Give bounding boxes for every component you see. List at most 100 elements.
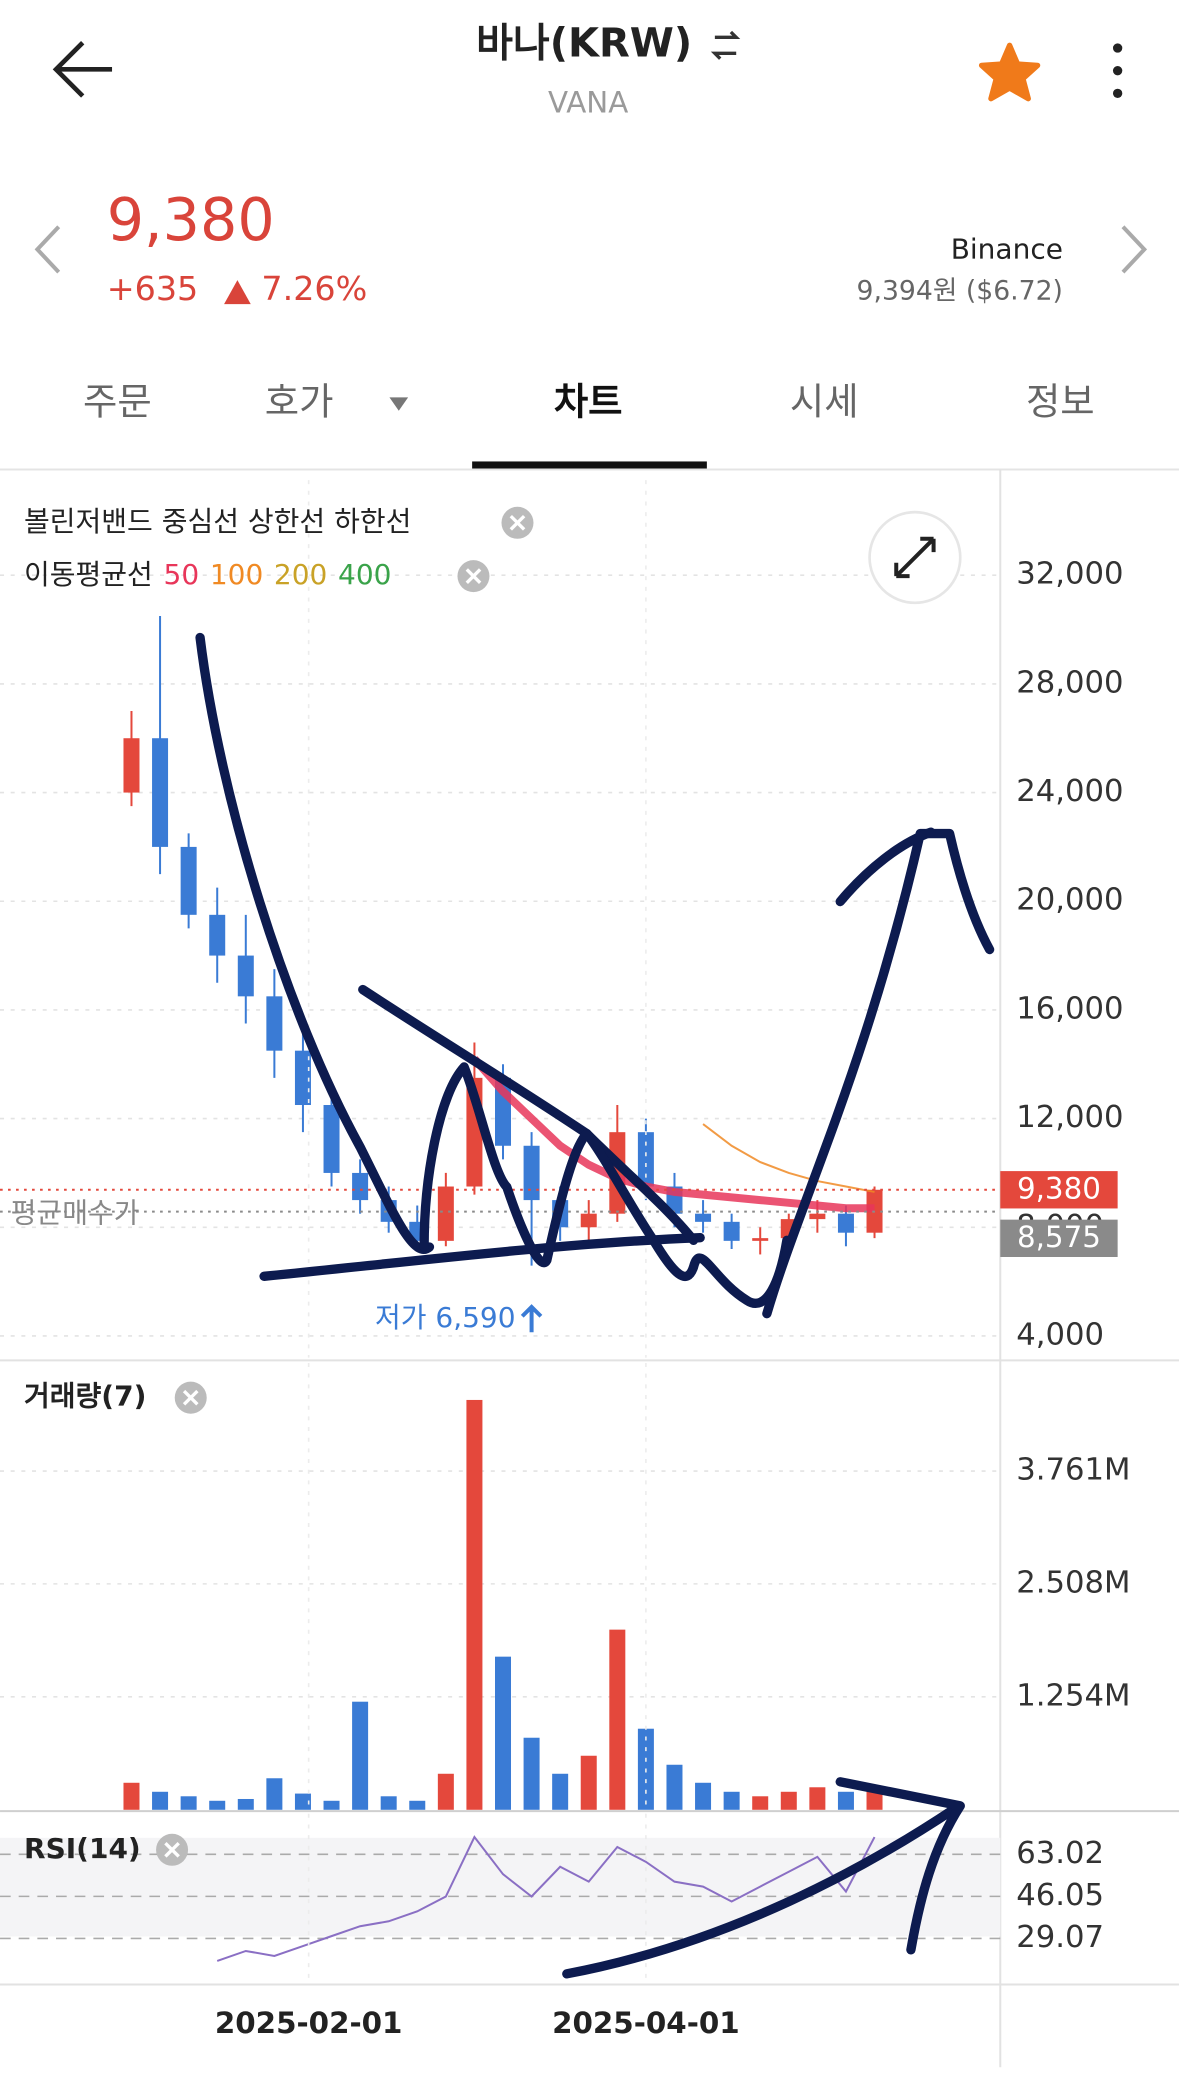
expand-button[interactable]	[868, 510, 962, 605]
candle-body	[695, 1213, 712, 1222]
low-arrow	[520, 1304, 543, 1333]
candle-body	[523, 1145, 540, 1201]
tab[interactable]: 주문	[83, 380, 152, 424]
volume-bar	[494, 1656, 512, 1810]
candle-body	[266, 996, 283, 1051]
y-tick-label: 29.07	[1016, 1920, 1104, 1955]
x-tick-label: 2025-02-01	[215, 2006, 403, 2040]
tab[interactable]: 호가	[265, 380, 334, 424]
volume-bar	[523, 1737, 540, 1810]
rsi-title: RSI(14)	[24, 1832, 141, 1865]
ma-line	[702, 1123, 875, 1193]
y-tick-label: 24,000	[1016, 774, 1123, 809]
candle-body	[352, 1172, 369, 1201]
volume-bar	[809, 1787, 826, 1810]
candle-body	[294, 1050, 311, 1106]
close-volume[interactable]	[174, 1381, 207, 1414]
candle-body	[323, 1105, 340, 1173]
next-button[interactable]	[1121, 225, 1148, 274]
price-tag	[1000, 1219, 1118, 1257]
volume-bar	[552, 1773, 569, 1810]
candle-body	[123, 738, 140, 793]
ma-legend-entry: 100	[210, 558, 263, 591]
x-tick-label: 2025-04-01	[552, 2006, 740, 2040]
candle-body	[752, 1238, 769, 1241]
swap-icon[interactable]	[710, 30, 741, 60]
volume-bar	[752, 1796, 769, 1810]
more-menu[interactable]	[1112, 43, 1123, 99]
prev-button[interactable]	[34, 225, 61, 274]
volume-bar	[180, 1796, 197, 1810]
volume-bar	[609, 1629, 626, 1810]
page-title: 바나(KRW)	[476, 20, 692, 66]
candle-body	[637, 1132, 654, 1187]
candle-body	[580, 1213, 597, 1228]
volume-bar	[266, 1778, 283, 1810]
y-tick-label: 16,000	[1016, 991, 1123, 1026]
y-tick-label: 1.254M	[1016, 1678, 1130, 1713]
y-tick-label: 20,000	[1016, 883, 1123, 918]
reference-line-name: 평균매수가	[11, 1196, 140, 1229]
price-tag-label: 9,380	[1017, 1171, 1101, 1205]
volume-title: 거래량(7)	[24, 1380, 146, 1413]
hand-drawing	[195, 632, 995, 1979]
y-tick-label: 28,000	[1016, 665, 1123, 700]
tab[interactable]: 시세	[790, 380, 859, 424]
price-tag-label: 8,575	[1017, 1220, 1101, 1254]
volume-bar	[580, 1755, 597, 1810]
candle-body	[209, 914, 226, 956]
ma-legend-entry: 400	[338, 558, 391, 591]
y-tick-label: 46.05	[1016, 1878, 1104, 1913]
price-change: +635	[107, 269, 199, 308]
volume-bar	[695, 1782, 712, 1810]
volume-bar	[352, 1701, 369, 1810]
ma-legend-entry: 50	[164, 558, 200, 591]
volume-bar	[780, 1791, 797, 1810]
y-tick-label: 32,000	[1016, 557, 1123, 592]
volume-bar	[209, 1800, 226, 1810]
volume-bar	[380, 1796, 397, 1810]
y-tick-label: 4,000	[1016, 1317, 1104, 1352]
candle-body	[723, 1221, 740, 1241]
volume-bar	[437, 1773, 454, 1810]
volume-bar	[123, 1782, 140, 1810]
tab[interactable]: 차트	[554, 380, 623, 424]
close-rsi[interactable]	[156, 1833, 189, 1866]
rsi-line	[216, 1835, 876, 1962]
rsi-band	[0, 1837, 1001, 1937]
close-ma[interactable]	[457, 560, 490, 593]
volume-bar	[294, 1793, 311, 1810]
candle-body	[237, 955, 254, 997]
exchange-name: Binance	[951, 233, 1063, 266]
bollinger-label: 볼린저밴드 중심선 상한선 하한선	[24, 505, 411, 538]
volume-bar	[409, 1800, 426, 1810]
y-tick-label: 2.508M	[1016, 1565, 1130, 1600]
active-tab-underline	[472, 461, 707, 470]
candle-body	[809, 1213, 826, 1220]
close-bollinger[interactable]	[501, 506, 534, 539]
candle-body	[837, 1213, 854, 1233]
volume-bar	[237, 1798, 254, 1810]
price-change-pct: 7.26%	[261, 269, 367, 308]
y-tick-label: 12,000	[1016, 1100, 1123, 1135]
low-annotation: 저가 6,590	[375, 1301, 516, 1334]
volume-bar	[666, 1764, 683, 1810]
ma-legend: 이동평균선 50 100 200 400	[24, 558, 391, 591]
candle-body	[437, 1186, 454, 1241]
volume-bar	[466, 1399, 483, 1810]
volume-bar	[723, 1791, 740, 1810]
tab-bar: 주문 호가 차트 시세 정보	[83, 380, 1095, 424]
ma-label: 이동평균선	[24, 558, 153, 591]
up-triangle	[224, 280, 251, 305]
exchange-price: 9,394원 ($6.72)	[857, 276, 1063, 307]
ma-legend-entry: 200	[274, 558, 327, 591]
volume-bar	[323, 1800, 340, 1810]
back-button[interactable]	[52, 41, 113, 98]
volume-bar	[837, 1791, 854, 1810]
favorite-star[interactable]	[978, 42, 1041, 102]
tab[interactable]: 정보	[1026, 380, 1095, 424]
volume-bar	[152, 1791, 169, 1810]
y-tick-label: 63.02	[1016, 1836, 1104, 1871]
price-tag	[1000, 1171, 1118, 1209]
